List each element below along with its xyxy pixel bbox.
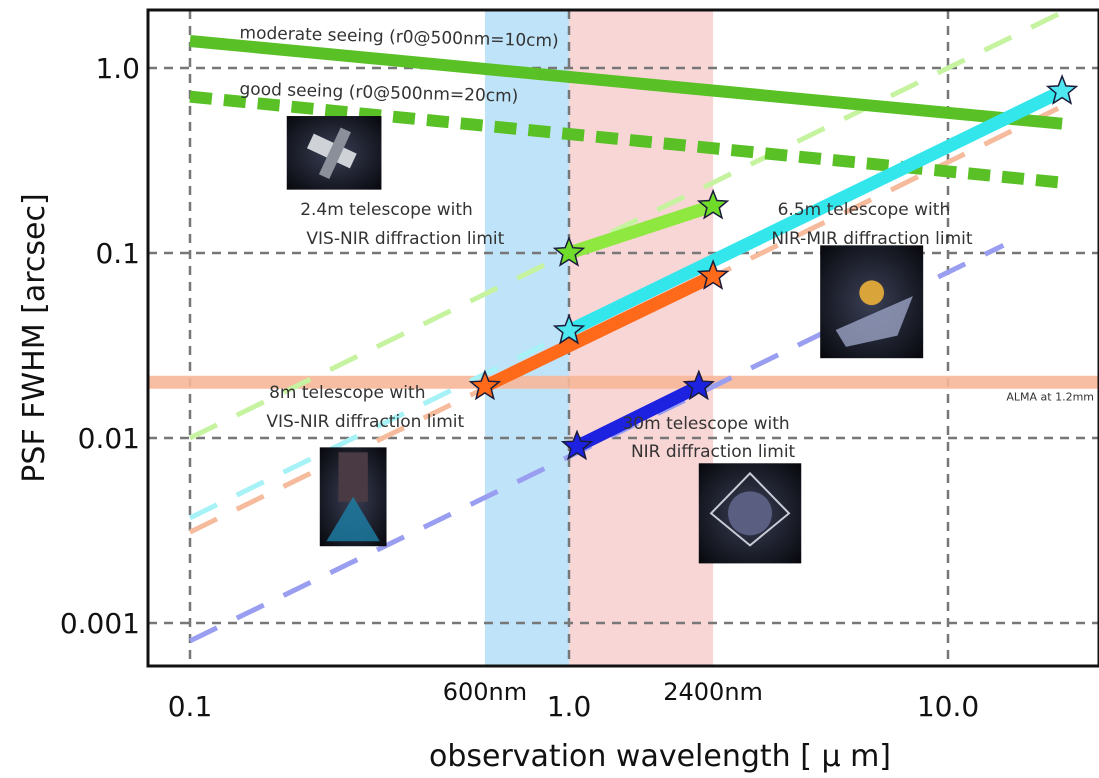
star-marker xyxy=(696,188,730,220)
plot-frame xyxy=(146,8,1099,668)
star-marker xyxy=(1045,74,1079,105)
star-marker xyxy=(552,313,586,345)
telescope-8-label-2: VIS-NIR diffraction limit xyxy=(266,412,464,432)
x-tick-label: 0.1 xyxy=(168,690,213,723)
jwst-mirror xyxy=(859,280,885,306)
alma-line-label: ALMA at 1.2mm xyxy=(1006,390,1094,403)
y-axis-label: PSF FWHM [arcsec] xyxy=(17,193,52,482)
tmt-mirror xyxy=(727,491,773,536)
y-tick-label: 0.01 xyxy=(78,422,140,455)
dome-opening xyxy=(338,452,368,502)
telescope-8-label-1: 8m telescope with xyxy=(269,383,425,403)
telescope-65-label-1: 6.5m telescope with xyxy=(778,200,951,220)
extrapolation-line xyxy=(188,10,1064,441)
jwst-telescope-image xyxy=(820,245,924,359)
star-markers xyxy=(468,74,1079,461)
hubble-panel xyxy=(318,127,351,179)
telescope-24-label-2: VIS-NIR diffraction limit xyxy=(306,229,504,249)
series-lines xyxy=(189,34,1065,453)
series-line xyxy=(482,270,716,393)
y-tick-label: 0.1 xyxy=(95,237,140,270)
jwst-sunshield xyxy=(835,296,913,347)
series-line xyxy=(566,85,1065,337)
x-tick-label: 1.0 xyxy=(547,690,592,723)
telescope-images xyxy=(286,116,924,564)
star-marker xyxy=(468,369,502,401)
hubble-telescope-image xyxy=(286,116,382,190)
wavelength-bands xyxy=(484,10,714,666)
tmt-frame xyxy=(709,471,791,547)
series-line xyxy=(189,34,1063,130)
y-tick-label: 1.0 xyxy=(95,52,140,85)
telescope-30-label-2: NIR diffraction limit xyxy=(631,442,796,462)
y-tick-label: 0.001 xyxy=(60,607,140,640)
telescope-24-label-1: 2.4m telescope with xyxy=(300,200,473,220)
visible-band xyxy=(484,10,569,666)
x-axis-label: observation wavelength [ μ m] xyxy=(429,739,891,774)
star-marker xyxy=(696,259,730,290)
star-marker xyxy=(552,235,586,267)
star-marker xyxy=(560,429,594,461)
segmented-mirror xyxy=(326,496,380,542)
eso-8m-telescope-image xyxy=(319,447,387,547)
x-extra-label: 600nm xyxy=(443,678,527,706)
good-seeing-label: good seeing (r0@500nm=20cm) xyxy=(239,79,518,106)
telescope-65-label-2: NIR-MIR diffraction limit xyxy=(771,229,973,249)
x-extra-label: 2400nm xyxy=(663,678,763,706)
telescope-30-label-1: 30m telescope with xyxy=(622,414,789,434)
series-line xyxy=(574,380,702,453)
tmt-30m-telescope-image xyxy=(698,463,802,564)
axis-ticks: 0.1 1.0 10.0 0.001 0.01 0.1 1.0 600nm 2400nm xyxy=(60,52,979,723)
star-marker xyxy=(682,369,715,401)
series-line xyxy=(566,199,716,260)
x-tick-label: 10.0 xyxy=(917,690,979,723)
